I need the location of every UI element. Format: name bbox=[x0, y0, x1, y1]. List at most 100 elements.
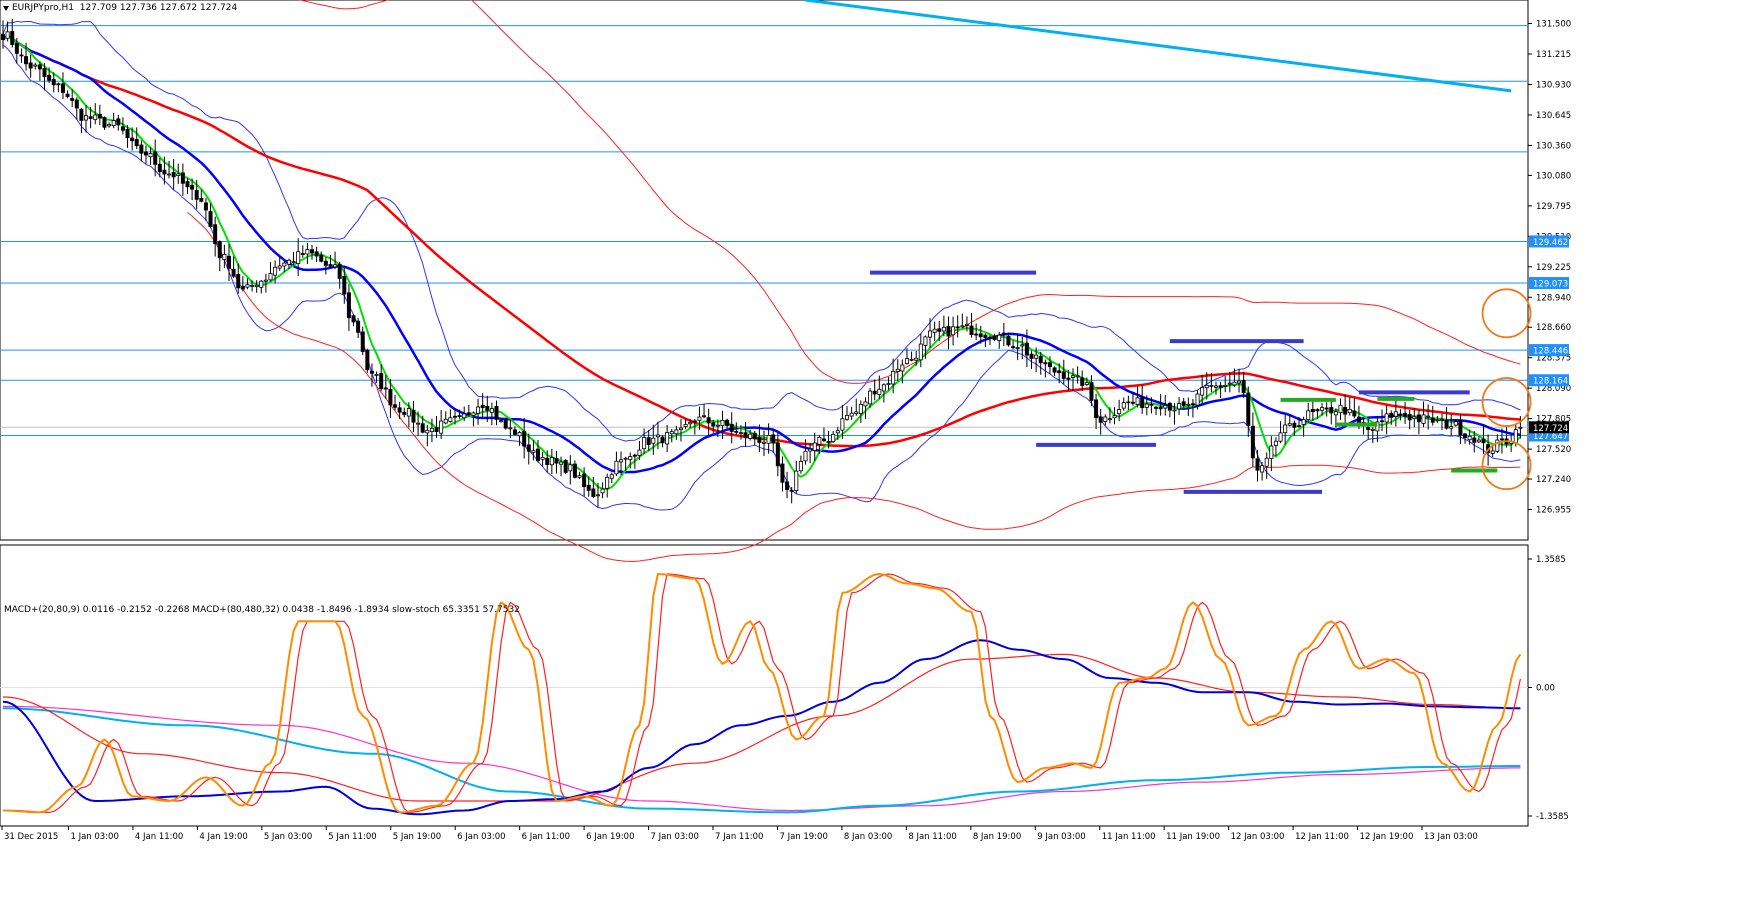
candle-body bbox=[886, 383, 891, 385]
candle-body bbox=[1301, 419, 1306, 425]
candle-body bbox=[305, 249, 310, 255]
candle bbox=[646, 429, 651, 451]
candle bbox=[1209, 372, 1214, 393]
candle bbox=[964, 316, 969, 332]
candle bbox=[1435, 416, 1440, 423]
candle-body bbox=[526, 444, 531, 452]
candle-body bbox=[738, 432, 743, 435]
candle bbox=[697, 406, 702, 430]
candle bbox=[171, 159, 176, 190]
candle bbox=[706, 408, 711, 436]
candle bbox=[369, 363, 374, 387]
candle-body bbox=[1107, 418, 1112, 421]
candle-body bbox=[1467, 435, 1472, 441]
candle bbox=[563, 459, 568, 475]
candle-body bbox=[1412, 416, 1417, 420]
candle bbox=[443, 411, 448, 425]
candle bbox=[503, 417, 508, 430]
macd-fast-signal-line bbox=[2, 653, 1521, 802]
candle-body bbox=[217, 241, 222, 259]
candle-body bbox=[978, 333, 983, 338]
candle bbox=[651, 424, 656, 455]
candle-body bbox=[1246, 392, 1251, 426]
candle-body bbox=[1084, 382, 1089, 385]
candle-body bbox=[310, 249, 315, 254]
candle bbox=[356, 317, 361, 339]
level-lines bbox=[0, 0, 1528, 437]
candle bbox=[1380, 409, 1385, 432]
price-label-text: 129.462 bbox=[1533, 238, 1568, 248]
candle-body bbox=[176, 173, 181, 177]
candle bbox=[102, 116, 107, 130]
candle bbox=[660, 435, 665, 448]
candle bbox=[254, 280, 259, 293]
price-label-text: 128.446 bbox=[1533, 347, 1568, 357]
highlight-circle bbox=[1481, 377, 1532, 427]
candle-body bbox=[1001, 332, 1006, 335]
candle bbox=[1011, 340, 1016, 350]
candle-body bbox=[374, 374, 379, 376]
candle bbox=[466, 404, 471, 417]
candle-body bbox=[134, 139, 139, 147]
candle-body bbox=[895, 368, 900, 372]
candle-body bbox=[1218, 385, 1223, 388]
candle-body bbox=[1513, 429, 1518, 444]
candle-body bbox=[540, 457, 545, 460]
candle bbox=[259, 279, 264, 294]
candle bbox=[411, 401, 416, 432]
candle-body bbox=[333, 264, 338, 268]
price-label-text: 128.164 bbox=[1533, 377, 1568, 387]
candle bbox=[831, 431, 836, 443]
candle-body bbox=[1297, 425, 1302, 428]
ma-mid-line bbox=[2, 34, 1521, 474]
candle-body bbox=[692, 420, 697, 423]
candle bbox=[692, 419, 697, 435]
candle bbox=[245, 278, 250, 290]
candle bbox=[840, 405, 845, 439]
candle-body bbox=[669, 431, 674, 435]
candle-body bbox=[240, 285, 245, 290]
candle-body bbox=[406, 408, 411, 417]
candle bbox=[79, 107, 84, 134]
candle-body bbox=[1186, 403, 1191, 406]
menu-triangle-icon[interactable] bbox=[3, 6, 9, 11]
macd-slow-line bbox=[3, 707, 1521, 814]
candle bbox=[748, 429, 753, 441]
candle-body bbox=[457, 415, 462, 418]
candle bbox=[1246, 386, 1251, 437]
candle bbox=[715, 419, 720, 438]
candle bbox=[517, 430, 522, 446]
price-label-box bbox=[1529, 277, 1569, 290]
candle-body bbox=[1213, 385, 1218, 388]
candle bbox=[642, 428, 647, 455]
price-tick-label: 130.930 bbox=[1536, 80, 1571, 90]
candle bbox=[1149, 397, 1154, 414]
candle-body bbox=[1403, 413, 1408, 417]
candle bbox=[872, 379, 877, 401]
time-tick-label: 7 Jan 19:00 bbox=[779, 832, 827, 842]
candle-body bbox=[854, 411, 859, 414]
candle bbox=[614, 451, 619, 476]
candle bbox=[305, 243, 310, 265]
chart-title: EURJPYpro,H1 127.709 127.736 127.672 127… bbox=[12, 3, 237, 13]
candle bbox=[176, 163, 181, 184]
time-tick-label: 8 Jan 11:00 bbox=[908, 832, 956, 842]
candle bbox=[987, 335, 992, 346]
candle-body bbox=[932, 328, 937, 333]
candle bbox=[42, 63, 47, 91]
candle bbox=[665, 424, 670, 452]
price-tick-label: 127.520 bbox=[1536, 445, 1571, 455]
time-tick-label: 1 Jan 03:00 bbox=[70, 832, 118, 842]
candle-body bbox=[393, 404, 398, 408]
candle-body bbox=[148, 153, 153, 158]
candle bbox=[0, 20, 6, 49]
candle-body bbox=[1384, 413, 1389, 423]
candle bbox=[1213, 381, 1218, 395]
candle bbox=[342, 266, 347, 304]
candle bbox=[125, 125, 130, 148]
candle bbox=[1015, 334, 1020, 361]
candle-body bbox=[997, 334, 1002, 341]
candle-body bbox=[323, 260, 328, 266]
candle bbox=[379, 364, 384, 392]
candle bbox=[1301, 416, 1306, 437]
